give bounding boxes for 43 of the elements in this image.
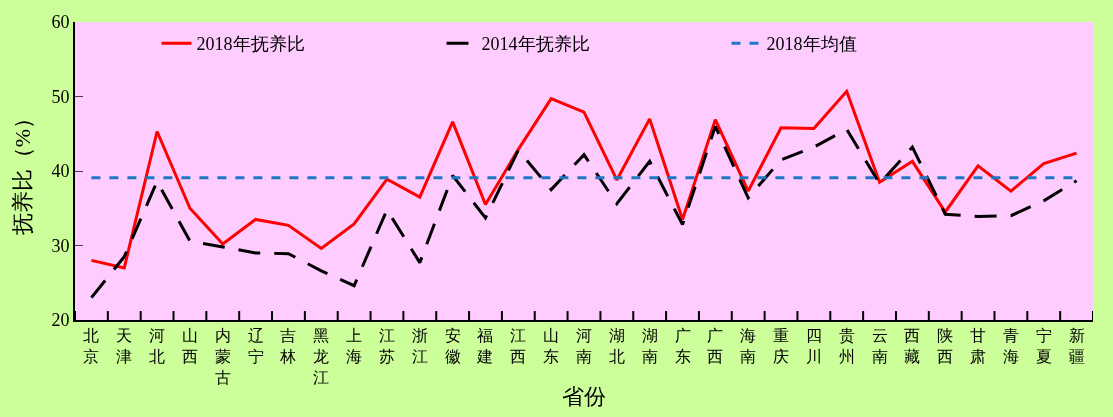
line-series <box>89 124 1079 300</box>
x-tick-label: 西藏 <box>904 327 921 365</box>
x-tick-label: 山西 <box>181 327 198 365</box>
legend-label: 2018年抚养比 <box>196 34 305 55</box>
x-tick-label: 福建 <box>476 327 494 365</box>
x-tick-label: 吉林 <box>279 327 297 365</box>
x-tick-label: 黑龙江 <box>313 327 330 386</box>
x-tick-label: 云南 <box>871 327 888 365</box>
x-tick-label: 贵州 <box>838 327 855 365</box>
legend-label: 2018年均值 <box>766 34 857 55</box>
x-tick-label: 江苏 <box>378 327 395 365</box>
x-tick-label: 山东 <box>543 327 560 365</box>
x-tick-label: 上海 <box>346 327 363 365</box>
x-tick-label: 宁夏 <box>1035 327 1052 365</box>
x-tick-label: 青海 <box>1002 327 1019 365</box>
y-tick-label: 60 <box>51 12 70 33</box>
x-tick-label: 甘肃 <box>970 327 987 365</box>
x-tick-label: 浙江 <box>411 327 428 365</box>
y-axis-title: 抚养比（%） <box>9 106 35 237</box>
x-tick-label: 辽宁 <box>247 327 264 365</box>
y-tick-label: 50 <box>51 86 70 107</box>
x-axis-title: 省份 <box>562 384 606 410</box>
legend-label: 2014年抚养比 <box>481 34 590 55</box>
x-tick-label: 四川 <box>805 327 822 365</box>
x-tick-label: 天津 <box>116 327 133 365</box>
x-tick-label: 新疆 <box>1068 327 1085 365</box>
x-tick-label: 湖南 <box>641 327 658 365</box>
y-tick-label: 30 <box>51 235 70 256</box>
x-tick-label: 湖北 <box>608 327 625 365</box>
x-tick-label: 江西 <box>510 327 527 365</box>
x-tick-label: 北京 <box>83 327 100 365</box>
x-tick-label: 重庆 <box>773 327 790 365</box>
x-tick-label: 陕西 <box>937 327 954 365</box>
x-tick-label: 安徽 <box>444 327 461 365</box>
x-tick-label: 广东 <box>674 327 691 365</box>
x-tick-label: 河南 <box>576 327 592 365</box>
y-tick-label: 40 <box>51 161 70 182</box>
line-series <box>89 89 1079 270</box>
x-tick-label: 海南 <box>740 327 757 365</box>
y-tick-label: 20 <box>51 310 70 331</box>
x-tick-label: 河北 <box>149 327 166 365</box>
x-tick-label: 广西 <box>707 327 724 365</box>
x-tick-label: 内蒙古 <box>214 327 231 386</box>
